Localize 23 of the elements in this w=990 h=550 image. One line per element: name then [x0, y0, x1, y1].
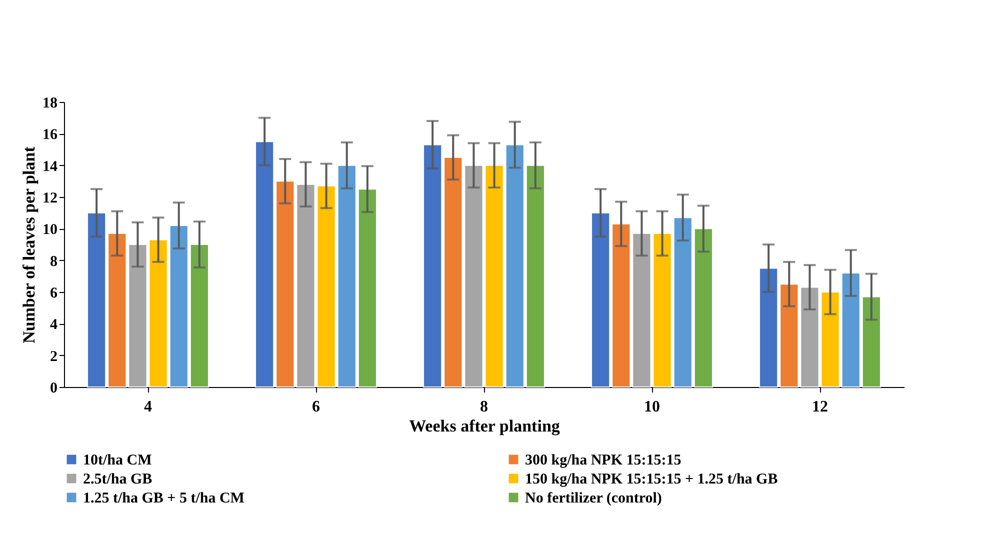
- y-tick-label: 4: [50, 317, 58, 334]
- legend-label: 150 kg/ha NPK 15:15:15 + 1.25 t/ha GB: [525, 472, 778, 488]
- y-tick-label: 6: [50, 286, 58, 302]
- y-tick-label: 8: [50, 254, 58, 270]
- x-axis-title: Weeks after planting: [409, 416, 560, 436]
- y-tick-label: 12: [42, 190, 58, 206]
- y-tick-label: 16: [42, 127, 58, 144]
- x-tick-label: 6: [312, 398, 320, 416]
- x-tick-label: 4: [144, 398, 152, 416]
- x-tick-label: 10: [644, 398, 660, 416]
- y-tick-label: 10: [42, 222, 58, 238]
- legend-label: 1.25 t/ha GB + 5 t/ha CM: [83, 490, 244, 506]
- legend-label: 300 kg/ha NPK 15:15:15: [525, 452, 682, 469]
- y-axis-title: Number of leaves per plant: [20, 146, 38, 344]
- y-tick-label: 14: [42, 158, 58, 175]
- x-tick-label: 12: [812, 398, 828, 416]
- legend-label: 2.5t/ha GB: [83, 472, 152, 488]
- y-tick-label: 2: [50, 348, 58, 365]
- x-tick-label: 8: [480, 398, 488, 416]
- legend-label: 10t/ha CM: [83, 452, 152, 469]
- y-tick-label: 0: [50, 380, 58, 396]
- y-tick-label: 18: [42, 96, 58, 112]
- legend-label: No fertilizer (control): [525, 490, 662, 506]
